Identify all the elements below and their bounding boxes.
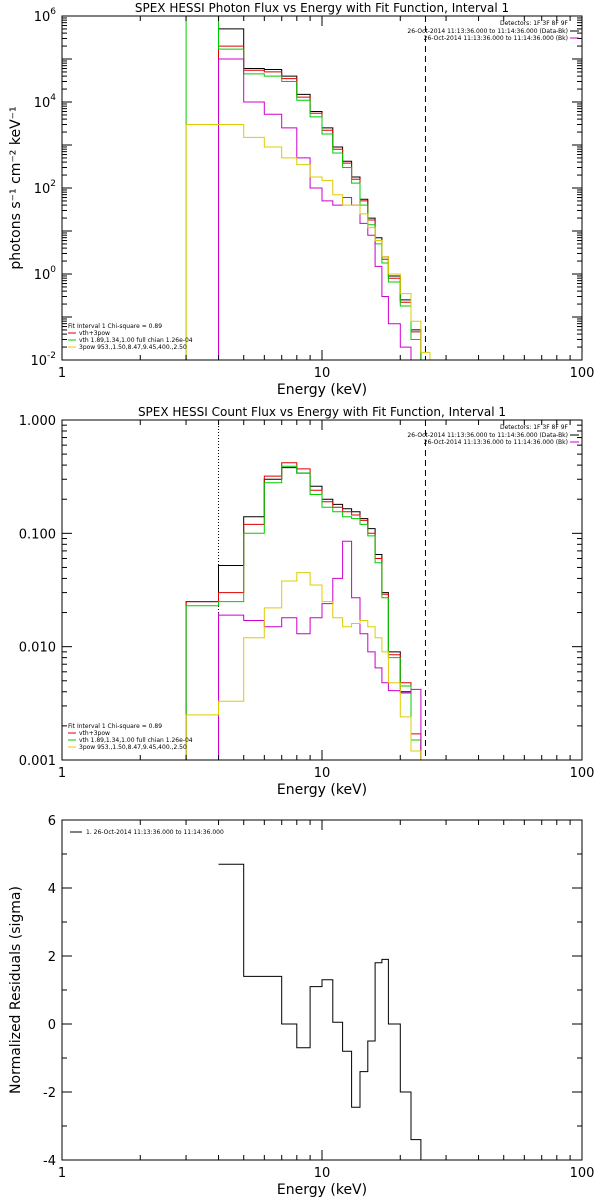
series-line [218,863,422,1160]
legend-header: Detectors: 1F 3F 8F 9F [500,424,569,431]
fit-legend-entry: vth+3pow [79,330,110,337]
x-axis-label: Energy (keV) [277,782,367,798]
x-tick-label: 10 [314,366,331,381]
chart-panel-3: 1 10 100 6 4 2 0 -2 -4 Energy (keV) Normalized Res… [8,814,594,1198]
chart-panel-2: SPEX HESSI Count Flux vs Energy with Fit… [19,405,595,798]
y-tick-exponent: 6 [50,7,56,17]
y-tick-base: 10 [34,182,51,197]
y-tick-base: 10 [30,354,47,369]
fit-legend-entry: vth 1.89,1.34,1.00 full chian 1.26e-04 [79,737,193,744]
legend-entry: 26-Oct-2014 11:13:36.000 to 11:14:36.000… [424,439,568,446]
x-axis-label: Energy (keV) [277,1182,367,1198]
x-tick-label: 10 [314,766,331,781]
x-axis-label: Energy (keV) [277,382,367,398]
y-tick-label: 106 [34,7,57,25]
series-line [185,16,422,360]
series-line [185,124,431,360]
series-line [185,467,422,760]
y-tick-exponent: -2 [47,351,56,361]
legend-header: Detectors: 1F 3F 8F 9F [500,20,569,27]
y-tick-base: 10 [34,96,51,111]
y-tick-label: 0.001 [19,754,56,769]
x-tick-label: 100 [570,366,595,381]
y-tick-label: 1.000 [19,414,56,429]
series-line [218,28,431,360]
y-tick-label: 102 [34,179,56,197]
y-tick-label: 0.100 [19,527,56,542]
x-tick-label: 1 [58,366,66,381]
y-tick-exponent: 0 [50,265,56,275]
series-line [185,465,422,760]
legend-entry: 26-Oct-2014 11:13:36.000 to 11:14:36.000… [407,28,568,35]
y-tick-label: 4 [48,882,56,897]
y-tick-label: -2 [43,1086,56,1101]
x-tick-label: 1 [58,766,66,781]
chart-title: SPEX HESSI Photon Flux vs Energy with Fi… [135,1,509,15]
x-tick-label: 1 [58,1166,66,1181]
fit-legend-header: Fit Interval 1 Chi-square = 0.89 [68,323,162,330]
y-tick-label: 100 [34,265,57,283]
chart-title: SPEX HESSI Count Flux vs Energy with Fit… [138,405,506,419]
plot-area [185,16,431,360]
chart-panel-1: SPEX HESSI Photon Flux vs Energy with Fi… [8,1,595,398]
y-tick-label: 104 [34,93,57,111]
plot-area [218,863,422,1160]
series-line [218,58,422,360]
y-tick-exponent: 4 [50,93,56,103]
legend-entry: 1. 26-Oct-2014 11:13:36.000 to 11:14:36.… [86,829,224,836]
legend-entry: 26-Oct-2014 11:13:36.000 to 11:14:36.000… [407,432,568,439]
series-line [218,540,422,760]
y-axis-label: Normalized Residuals (sigma) [8,886,24,1094]
fit-legend-entry: vth+3pow [79,730,110,737]
y-tick-label: 6 [48,814,56,829]
series-line [185,572,422,760]
series-line [218,45,422,360]
series-line [185,462,422,760]
plot-area [185,420,426,760]
fit-legend-entry: 3pow 953.,1.50,8.47,9.45,400.,2.50 [79,344,187,351]
x-tick-label: 10 [314,1166,331,1181]
x-tick-label: 100 [570,766,595,781]
y-tick-label: -4 [43,1154,56,1169]
y-tick-base: 10 [34,10,51,25]
y-tick-exponent: 2 [50,179,56,189]
plot-frame [61,419,583,761]
plot-frame [61,15,583,361]
y-axis-label: photons s⁻¹ cm⁻² keV⁻¹ [8,106,24,269]
y-tick-base: 10 [34,268,51,283]
y-tick-label: 0.010 [19,641,56,656]
legend-entry: 26-Oct-2014 11:13:36.000 to 11:14:36.000… [424,35,568,42]
y-tick-label: 0 [48,1018,56,1033]
y-tick-label: 2 [48,950,56,965]
y-tick-label: 10-2 [30,351,56,369]
fit-legend-entry: vth 1.89,1.34,1.00 full chian 1.26e-04 [79,337,193,344]
plot-frame [61,819,583,1161]
x-tick-label: 100 [570,1166,595,1181]
fit-legend-entry: 3pow 953.,1.50,8.47,9.45,400.,2.50 [79,744,187,751]
fit-legend-header: Fit Interval 1 Chi-square = 0.89 [68,723,162,730]
